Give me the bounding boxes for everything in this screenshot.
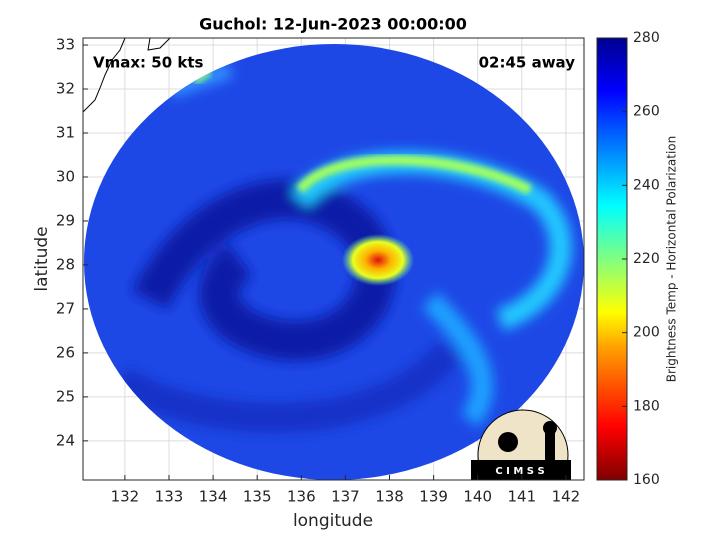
y-tick-label: 27	[56, 299, 75, 317]
y-tick-label: 28	[56, 255, 75, 273]
x-tick-label: 136	[287, 488, 316, 506]
colorbar-tick-label: 280	[633, 30, 660, 46]
y-tick-label: 25	[56, 387, 75, 405]
y-tick-label: 31	[56, 123, 75, 141]
logo-text: C I M S S	[495, 466, 544, 477]
colorbar-tick-label: 240	[633, 177, 660, 193]
x-tick-label: 137	[331, 488, 360, 506]
y-tick-label: 32	[56, 80, 75, 98]
annotation: Vmax: 50 kts	[93, 54, 203, 72]
colorbar-label: Brightness Temp - Horizontal Polarizatio…	[665, 136, 679, 383]
x-tick-label: 139	[419, 488, 448, 506]
x-tick-label: 138	[375, 488, 404, 506]
colorbar-tick-label: 200	[633, 325, 660, 341]
colorbar-tick-label: 160	[633, 472, 660, 488]
logo: C I M S S	[471, 409, 571, 480]
x-tick-label: 142	[552, 488, 581, 506]
colorbar-tick-label: 220	[633, 251, 660, 267]
x-tick-label: 141	[507, 488, 536, 506]
y-tick-label: 33	[56, 36, 75, 54]
x-tick-label: 140	[463, 488, 492, 506]
x-axis-label: longitude	[293, 511, 373, 531]
x-tick-label: 132	[111, 488, 140, 506]
y-tick-label: 26	[56, 343, 75, 361]
x-tick-label: 135	[243, 488, 272, 506]
chart-title: Guchol: 12-Jun-2023 00:00:00	[199, 15, 467, 34]
x-tick-label: 134	[199, 488, 228, 506]
annotation: 02:45 away	[479, 54, 576, 72]
colorbar-tick-label: 180	[633, 398, 660, 414]
satellite-image: C I M S S	[83, 38, 584, 480]
y-tick-label: 24	[56, 431, 75, 449]
colorbar-tick-label: 260	[633, 104, 660, 120]
y-axis-label: latitude	[32, 226, 52, 291]
x-tick-label: 133	[155, 488, 184, 506]
y-tick-label: 29	[56, 211, 75, 229]
plot-frame	[82, 37, 585, 481]
y-tick-label: 30	[56, 167, 75, 185]
